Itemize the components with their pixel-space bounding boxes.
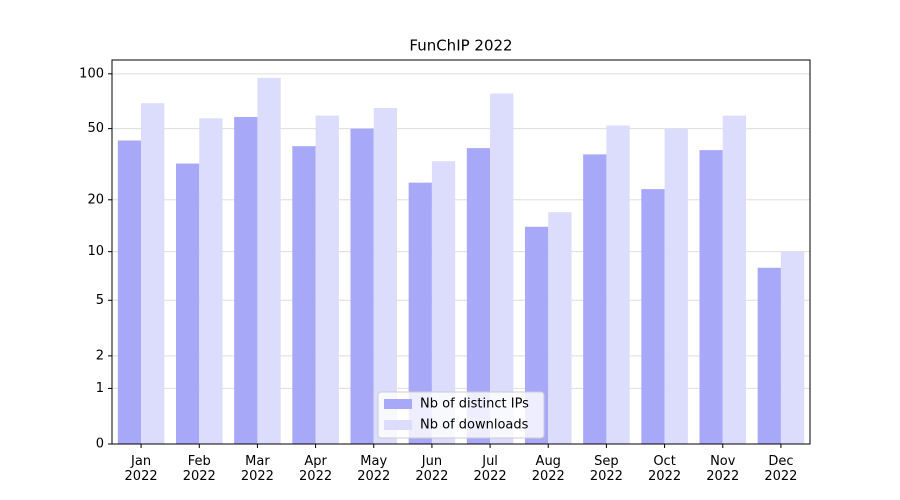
y-tick-label: 5 — [96, 293, 104, 308]
y-tick-label: 0 — [96, 437, 104, 452]
legend: Nb of distinct IPs Nb of downloads — [377, 391, 545, 439]
bar — [699, 150, 723, 444]
legend-swatch — [384, 420, 412, 430]
y-tick-label: 1 — [96, 381, 104, 396]
x-tick-label: Jul 2022 — [474, 454, 507, 484]
legend-label: Nb of distinct IPs — [420, 397, 529, 412]
bar — [315, 115, 339, 445]
bar — [466, 148, 491, 445]
x-tick-label: Jun 2022 — [415, 454, 448, 484]
bar — [583, 154, 607, 444]
y-tick-label: 50 — [87, 121, 104, 136]
y-tick-label: 2 — [96, 348, 104, 363]
bar — [408, 182, 432, 445]
bar — [175, 163, 200, 444]
axes-frame — [111, 59, 811, 445]
legend-swatch — [384, 399, 412, 409]
y-tick-label: 100 — [79, 66, 104, 81]
bar — [722, 115, 747, 445]
x-tick-label: Oct 2022 — [648, 454, 681, 484]
bar — [524, 226, 549, 444]
x-tick-label: Apr 2022 — [299, 454, 332, 484]
x-tick-label: Nov 2022 — [706, 454, 739, 484]
x-tick-label: Jan 2022 — [125, 454, 158, 484]
x-tick-label: Aug 2022 — [532, 454, 565, 484]
bar — [141, 103, 165, 445]
bar — [757, 267, 781, 444]
bar — [431, 161, 456, 444]
x-tick-label: Mar 2022 — [241, 454, 274, 484]
bar — [664, 128, 688, 444]
legend-box — [377, 391, 545, 439]
bar — [780, 251, 805, 444]
x-tick-label: Feb 2022 — [183, 454, 216, 484]
x-tick-label: Sep 2022 — [590, 454, 623, 484]
bar — [641, 189, 665, 444]
x-tick-label: May 2022 — [357, 454, 390, 484]
bar — [490, 93, 514, 445]
x-tick-label: Dec 2022 — [764, 454, 797, 484]
bar — [292, 146, 316, 444]
bar — [350, 128, 374, 444]
legend-label: Nb of downloads — [420, 418, 529, 433]
chart-title: FunChIP 2022 — [409, 37, 512, 55]
y-tick-label: 10 — [87, 244, 104, 259]
bar — [606, 125, 630, 445]
y-tick-label: 20 — [87, 192, 104, 207]
bar — [373, 107, 398, 445]
bar — [234, 116, 258, 444]
bar — [199, 118, 223, 445]
bar — [257, 77, 281, 444]
bar — [548, 212, 572, 444]
bar — [117, 140, 142, 444]
